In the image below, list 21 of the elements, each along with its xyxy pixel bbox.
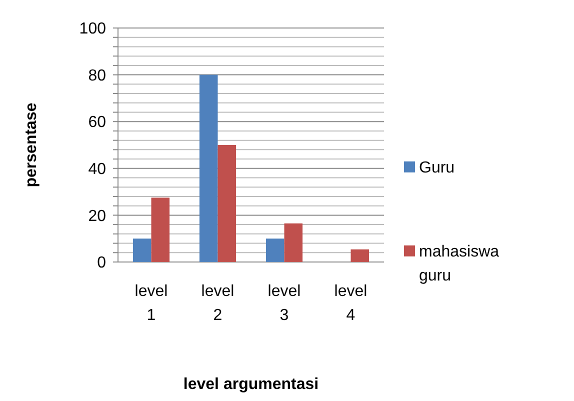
bar [266, 238, 284, 262]
y-tick-label: 80 [88, 67, 106, 84]
y-tick-label: 0 [97, 254, 106, 272]
legend-label: Guru [419, 159, 455, 176]
bar [284, 223, 303, 262]
x-tick-label: level 4 [334, 283, 368, 324]
y-tick-label: 20 [88, 208, 106, 225]
bar [350, 249, 370, 262]
x-tick-label: level 3 [268, 283, 301, 324]
y-tick-label: 60 [88, 114, 106, 132]
bar [199, 74, 218, 262]
bar [132, 238, 152, 262]
y-axis-title: persentase [23, 102, 40, 188]
x-axis-title: level argumentasi [183, 376, 319, 393]
x-tick-label: level 2 [201, 283, 234, 324]
x-tick-label: level 1 [134, 283, 168, 324]
bar [218, 145, 236, 262]
y-tick-label: 40 [88, 161, 106, 178]
bar [151, 198, 170, 262]
legend-label: mahasiswa guru [419, 243, 500, 284]
y-tick-label: 100 [79, 20, 106, 38]
